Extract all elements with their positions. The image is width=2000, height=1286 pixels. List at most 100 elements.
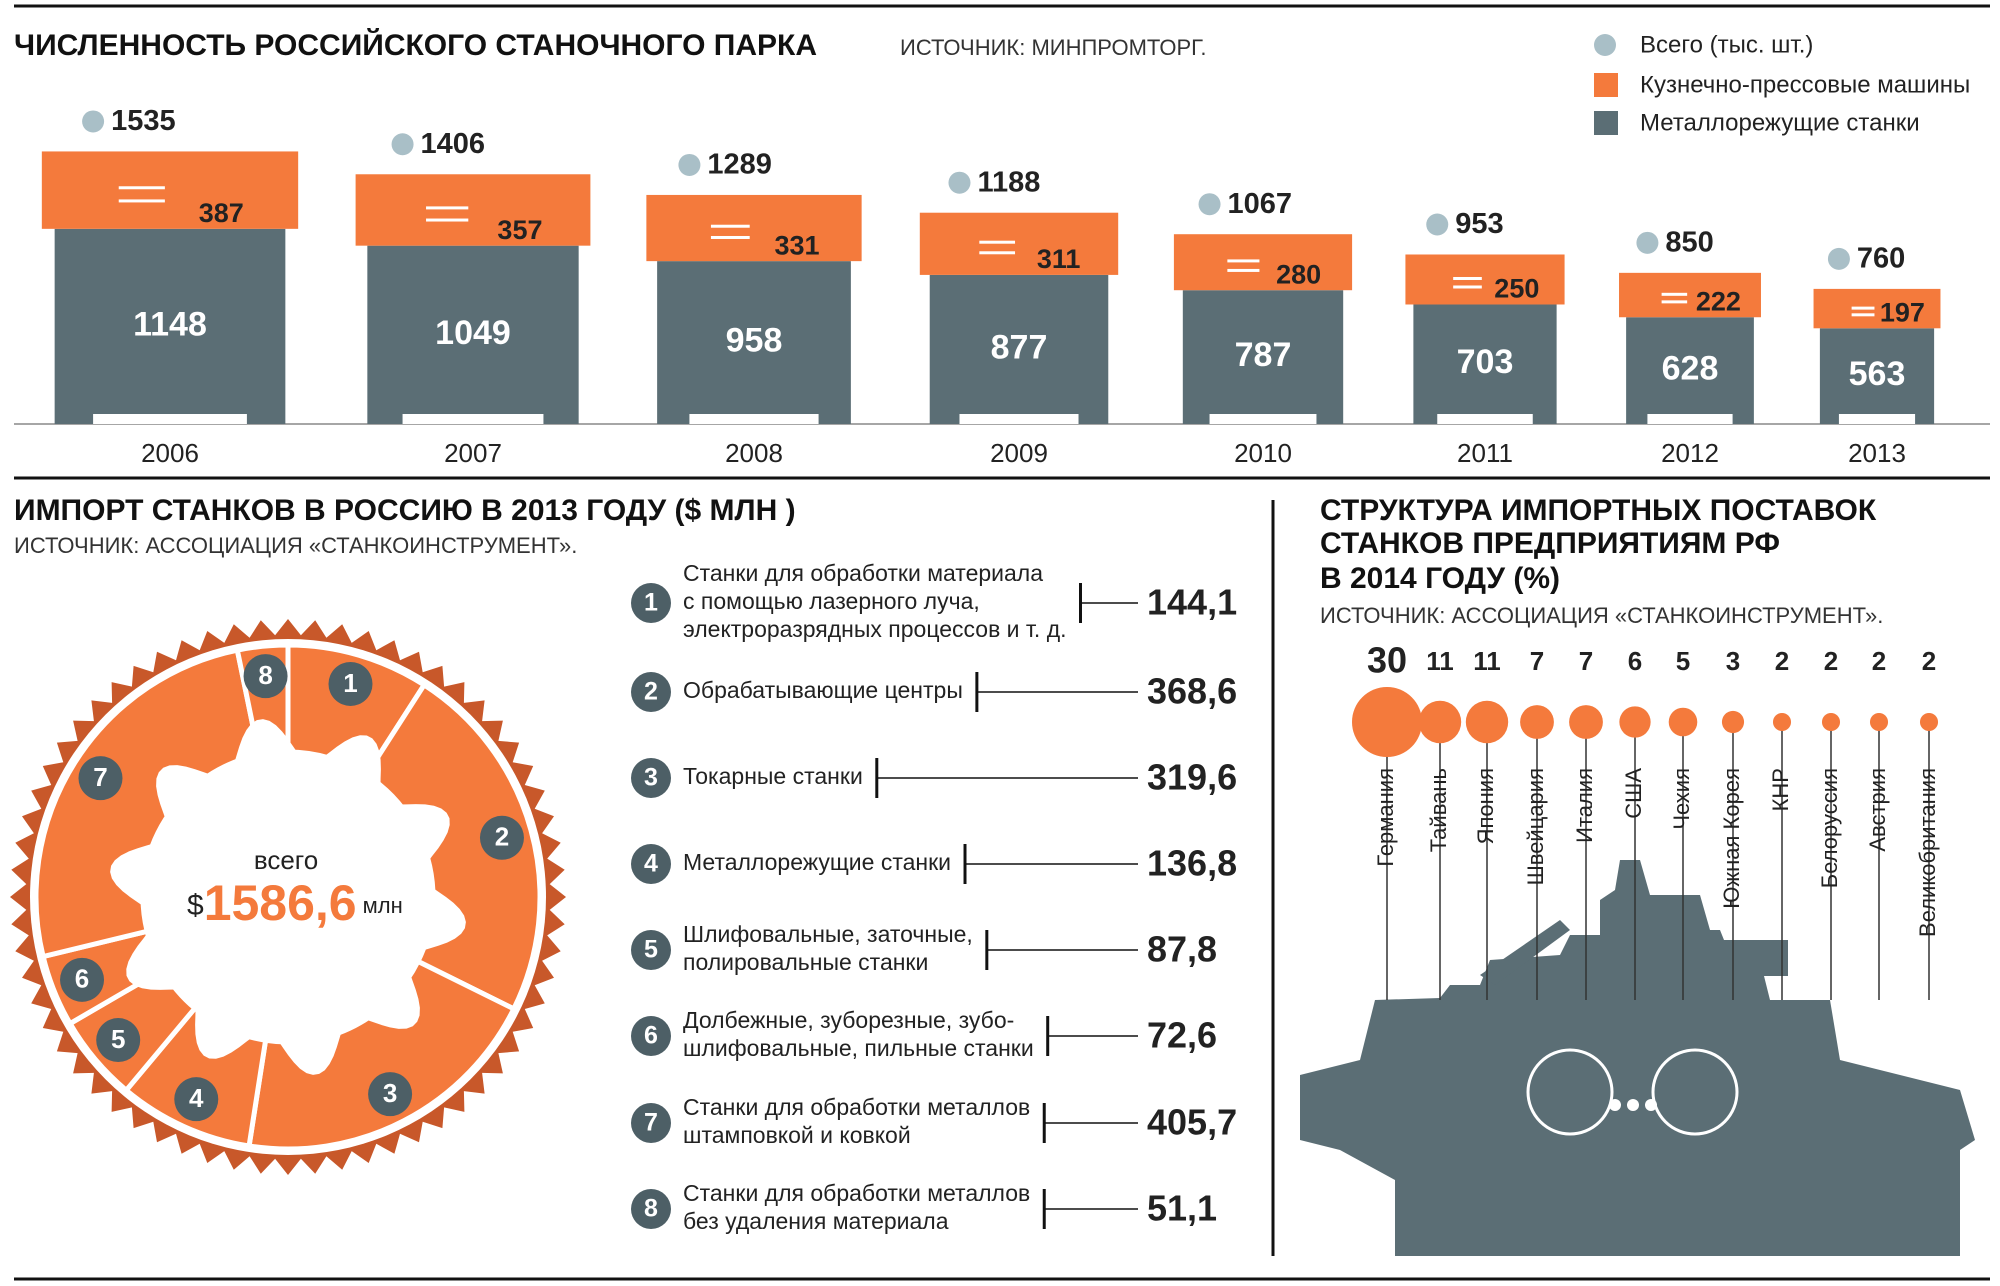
- segment-number: 7: [93, 762, 107, 792]
- bubble: [1721, 710, 1745, 734]
- list-label: шлифовальные, пильные станки: [683, 1035, 1034, 1061]
- value-label: 1148: [133, 305, 207, 343]
- bubble: [1668, 707, 1698, 737]
- list-number: 3: [644, 764, 658, 792]
- legend-label: Кузнечно-прессовые машины: [1640, 71, 1970, 98]
- total-marker: [1827, 247, 1850, 270]
- x-tick-label: 2008: [725, 438, 783, 468]
- total-label: 1067: [1228, 188, 1293, 220]
- machine-silhouette: [1300, 860, 1975, 1256]
- segment-number: 8: [258, 660, 272, 690]
- value-label: 368,6: [1147, 671, 1237, 712]
- chart-title: В 2014 ГОДУ (%): [1320, 562, 1560, 595]
- category-label: Чехия: [1669, 768, 1694, 830]
- chart-subtitle: ИСТОЧНИК: АССОЦИАЦИЯ «СТАНКОИНСТРУМЕНТ».: [1320, 603, 1883, 628]
- legend-marker: [1594, 34, 1616, 56]
- value-label: 877: [991, 328, 1048, 366]
- value-label: 222: [1696, 286, 1741, 316]
- bubble: [1352, 687, 1422, 757]
- segment-badge: [60, 957, 105, 1002]
- value-label: 2: [1922, 646, 1936, 676]
- list-badge: [631, 583, 671, 623]
- segment-badge: [328, 661, 373, 706]
- bar-detail: [1453, 276, 1482, 280]
- segment-badge: [479, 815, 524, 860]
- value-label: 197: [1880, 297, 1925, 327]
- list-badge: [631, 844, 671, 884]
- value-label: 144,1: [1147, 582, 1237, 623]
- bubble: [1869, 712, 1889, 732]
- value-label: 136,8: [1147, 843, 1237, 884]
- bar-detail: [1661, 300, 1688, 304]
- total-marker: [391, 133, 414, 156]
- bar-segment: [929, 274, 1109, 424]
- legend-marker: [1594, 73, 1618, 97]
- list-label: Токарные станки: [683, 763, 863, 789]
- category-label: Южная Корея: [1719, 768, 1744, 909]
- value-label: 319,6: [1147, 757, 1237, 798]
- value-label: 87,8: [1147, 929, 1217, 970]
- total-marker: [678, 153, 701, 176]
- list-label: Обрабатывающие центры: [683, 677, 963, 703]
- list-badge: [631, 672, 671, 712]
- x-tick-label: 2012: [1661, 438, 1719, 468]
- bar-detail: [118, 199, 165, 203]
- bar-detail: [979, 251, 1016, 255]
- bar-notch: [959, 414, 1079, 424]
- value-label: 7: [1530, 646, 1544, 676]
- bar-detail: [1851, 306, 1875, 310]
- bar-segment: [646, 194, 862, 262]
- category-label: КНР: [1768, 768, 1793, 811]
- value-label: 563: [1849, 355, 1906, 393]
- category-label: Великобритания: [1915, 768, 1940, 937]
- value-label: 280: [1276, 259, 1321, 289]
- bar-segment: [1619, 272, 1761, 318]
- segment-badge: [243, 654, 288, 699]
- category-label: Австрия: [1865, 768, 1890, 852]
- bar-segment: [1405, 254, 1565, 305]
- total-label: 760: [1857, 243, 1905, 275]
- value-label: 11: [1473, 646, 1501, 676]
- segment-badge: [368, 1072, 413, 1117]
- bubble: [1520, 705, 1554, 739]
- list-number: 1: [644, 589, 658, 617]
- x-tick-label: 2007: [444, 438, 502, 468]
- segment-number: 3: [383, 1078, 397, 1108]
- chart-subtitle: ИСТОЧНИК: МИНПРОМТОРГ.: [900, 35, 1207, 60]
- segment-number: 2: [495, 822, 509, 852]
- bar-segment: [355, 174, 591, 246]
- value-label: 357: [497, 215, 542, 245]
- list-label: без удаления материала: [683, 1208, 949, 1234]
- donut-hole: [110, 719, 466, 1075]
- bubble: [1418, 700, 1462, 744]
- category-label: Италия: [1572, 768, 1597, 843]
- list-badge: [631, 1103, 671, 1143]
- value-label: 628: [1662, 350, 1719, 388]
- bar-segment: [1819, 328, 1935, 424]
- x-tick-label: 2011: [1457, 438, 1513, 468]
- bar-detail: [710, 224, 750, 228]
- list-badge: [631, 1016, 671, 1056]
- chart-subtitle: ИСТОЧНИК: АССОЦИАЦИЯ «СТАНКОИНСТРУМЕНТ».: [14, 533, 577, 558]
- list-number: 6: [644, 1022, 658, 1050]
- segment-badge: [174, 1077, 219, 1122]
- bar-notch: [1209, 414, 1317, 424]
- bar-detail: [1661, 292, 1688, 296]
- value-label: 331: [775, 230, 820, 260]
- value-label: 2: [1824, 646, 1838, 676]
- total-label: $1586,6 млн: [187, 875, 403, 931]
- bar-detail: [710, 235, 750, 239]
- list-label: Металлорежущие станки: [683, 849, 951, 875]
- segment-number: 1: [343, 668, 357, 698]
- bar-segment: [1626, 317, 1754, 424]
- bubble: [1465, 700, 1509, 744]
- value-label: 405,7: [1147, 1102, 1237, 1143]
- list-label: штамповкой и ковкой: [683, 1122, 911, 1148]
- chart-title: СТРУКТУРА ИМПОРТНЫХ ПОСТАВОК: [1320, 494, 1877, 527]
- segment-badge: [96, 1018, 141, 1063]
- bar-detail: [1227, 259, 1260, 263]
- bar-notch: [1647, 414, 1733, 424]
- total-part: млн: [363, 893, 403, 918]
- value-label: 7: [1579, 646, 1593, 676]
